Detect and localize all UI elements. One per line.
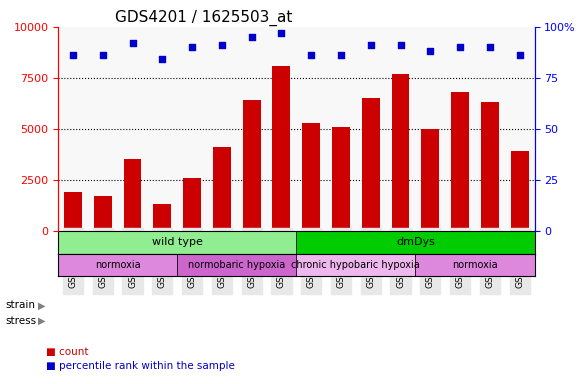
Text: stress: stress <box>6 316 37 326</box>
Bar <box>362 98 379 231</box>
Bar <box>94 196 112 231</box>
Point <box>426 48 435 55</box>
Point <box>247 34 256 40</box>
Text: GDS4201 / 1625503_at: GDS4201 / 1625503_at <box>115 9 293 25</box>
Point <box>188 44 197 50</box>
Bar <box>332 127 350 231</box>
Text: ■ percentile rank within the sample: ■ percentile rank within the sample <box>46 361 235 371</box>
Point <box>515 52 524 58</box>
FancyBboxPatch shape <box>58 231 296 253</box>
Text: ▶: ▶ <box>38 316 45 326</box>
Bar <box>272 66 290 231</box>
FancyBboxPatch shape <box>58 253 177 276</box>
Bar <box>213 147 231 231</box>
Text: ■ count: ■ count <box>46 347 89 357</box>
Text: normoxia: normoxia <box>452 260 498 270</box>
Bar <box>421 129 439 231</box>
Point <box>277 30 286 36</box>
Point <box>336 52 346 58</box>
Point <box>396 42 405 48</box>
Bar <box>451 92 469 231</box>
Point <box>217 42 227 48</box>
Bar <box>64 192 82 231</box>
Text: ▶: ▶ <box>38 300 45 310</box>
Text: normobaric hypoxia: normobaric hypoxia <box>188 260 285 270</box>
FancyBboxPatch shape <box>177 253 296 276</box>
Text: chronic hypobaric hypoxia: chronic hypobaric hypoxia <box>292 260 420 270</box>
Bar <box>302 122 320 231</box>
Bar <box>124 159 141 231</box>
Point <box>69 52 78 58</box>
Text: normoxia: normoxia <box>95 260 141 270</box>
Point <box>456 44 465 50</box>
Text: dmDys: dmDys <box>396 237 435 247</box>
Point <box>128 40 137 46</box>
Bar <box>243 100 260 231</box>
Point <box>366 42 375 48</box>
Bar <box>153 204 171 231</box>
Bar <box>511 151 529 231</box>
Text: strain: strain <box>6 300 36 310</box>
Point <box>98 52 107 58</box>
Point <box>307 52 316 58</box>
Bar <box>392 74 410 231</box>
Bar <box>481 102 498 231</box>
FancyBboxPatch shape <box>296 231 535 253</box>
Text: wild type: wild type <box>152 237 203 247</box>
Bar <box>183 178 201 231</box>
Point <box>485 44 494 50</box>
FancyBboxPatch shape <box>296 253 415 276</box>
Point <box>157 56 167 63</box>
FancyBboxPatch shape <box>415 253 535 276</box>
